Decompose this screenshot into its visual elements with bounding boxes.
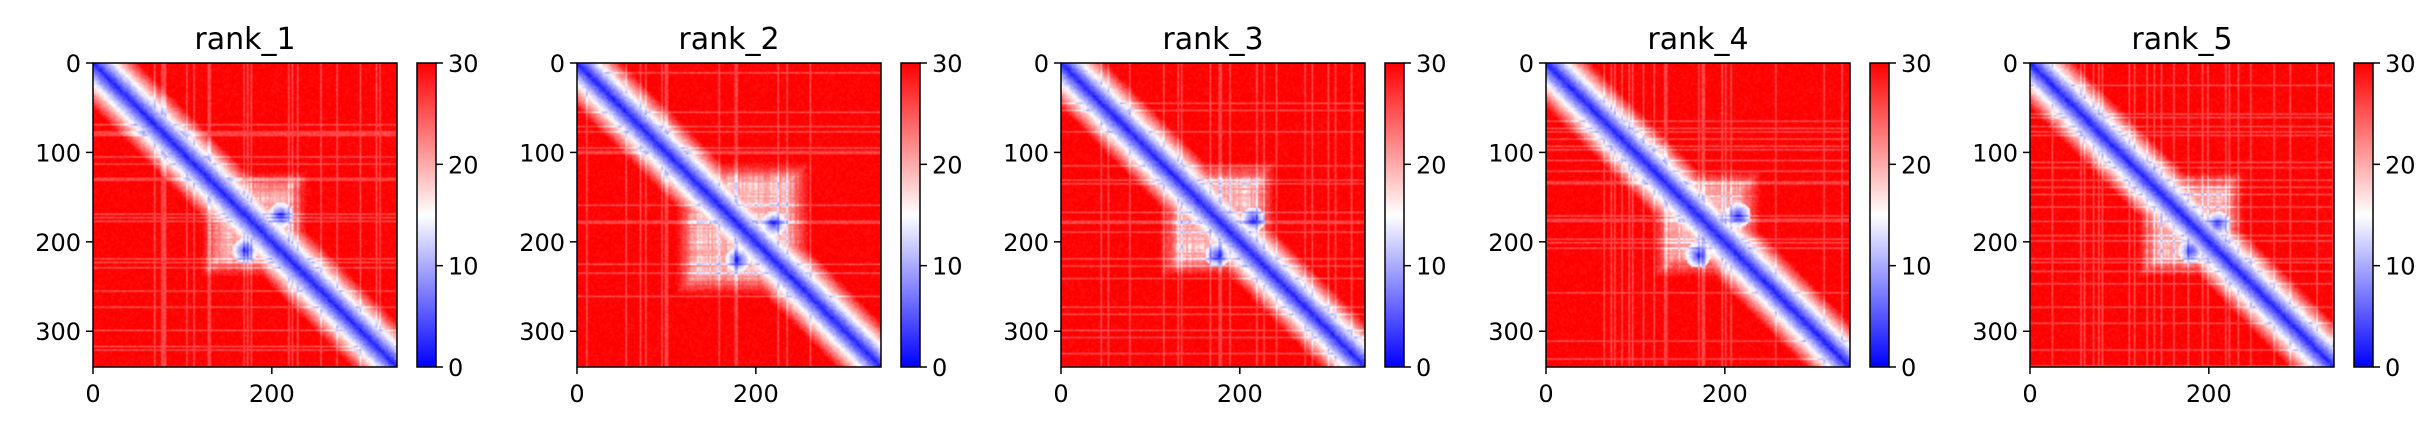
axes-frame <box>2029 62 2335 368</box>
colorbar <box>416 62 437 368</box>
colorbar-tick-label: 30 <box>2385 50 2416 78</box>
colorbar-tick-label: 0 <box>932 354 947 382</box>
colorbar-tick-label: 20 <box>932 151 963 179</box>
panel-title: rank_4 <box>1647 22 1748 57</box>
x-tick-label: 0 <box>2022 380 2037 408</box>
colorbar-tick-label: 10 <box>1901 253 1932 281</box>
heatmap-panel-4: rank_4 0 100 200 300 0 200 0 10 20 30 <box>1488 22 1931 408</box>
y-tick-label: 200 <box>35 229 81 257</box>
y-tick-label: 300 <box>1972 318 2018 346</box>
colorbar-tick-label: 0 <box>2385 354 2400 382</box>
y-tick-label: 0 <box>1519 50 1534 78</box>
colorbar <box>1384 62 1405 368</box>
axes-frame <box>1060 62 1366 368</box>
colorbar-tick-label: 0 <box>1416 354 1431 382</box>
y-tick-label: 300 <box>1003 318 1049 346</box>
heatmap-panel-1: rank_1 0 100 200 300 0 200 0 10 20 30 <box>35 22 478 408</box>
y-tick-label: 0 <box>2003 50 2018 78</box>
y-tick-label: 100 <box>1003 139 1049 167</box>
colorbar <box>900 62 921 368</box>
colorbar <box>2353 62 2374 368</box>
x-tick-label: 0 <box>569 380 584 408</box>
heatmap-panel-2: rank_2 0 100 200 300 0 200 0 10 20 30 <box>519 22 962 408</box>
colorbar-tick-label: 30 <box>1901 50 1932 78</box>
colorbar-tick-label: 30 <box>932 50 963 78</box>
heatmap-image <box>2030 63 2334 367</box>
colorbar-tick-label: 10 <box>932 253 963 281</box>
heatmap-panel-3: rank_3 0 100 200 300 0 200 0 10 20 30 <box>1003 22 1446 408</box>
colorbar-tick-label: 30 <box>448 50 479 78</box>
y-tick-label: 300 <box>35 318 81 346</box>
x-tick-label: 0 <box>1053 380 1068 408</box>
y-tick-label: 100 <box>519 139 565 167</box>
x-tick-label: 0 <box>85 380 100 408</box>
y-tick-label: 0 <box>1034 50 1049 78</box>
heatmap-image <box>577 63 881 367</box>
colorbar-tick-label: 20 <box>1901 151 1932 179</box>
y-tick-label: 300 <box>1488 318 1534 346</box>
colorbar-tick-label: 10 <box>448 253 479 281</box>
x-tick-label: 200 <box>1217 380 1263 408</box>
heatmap-panel-5: rank_5 0 100 200 300 0 200 0 10 20 30 <box>1972 22 2415 408</box>
heatmap-image <box>1546 63 1850 367</box>
colorbar-tick-label: 20 <box>2385 151 2416 179</box>
y-tick-label: 100 <box>1972 139 2018 167</box>
colorbar <box>1869 62 1890 368</box>
panel-title: rank_5 <box>2131 22 2232 57</box>
colorbar-tick-label: 10 <box>1416 253 1447 281</box>
axes-frame <box>576 62 882 368</box>
x-tick-label: 200 <box>2186 380 2232 408</box>
colorbar-tick-label: 0 <box>448 354 463 382</box>
axes-frame <box>92 62 398 368</box>
x-tick-label: 0 <box>1538 380 1553 408</box>
x-tick-label: 200 <box>733 380 779 408</box>
axes-frame <box>1545 62 1851 368</box>
y-tick-label: 100 <box>35 139 81 167</box>
y-tick-label: 300 <box>519 318 565 346</box>
colorbar-tick-label: 10 <box>2385 253 2416 281</box>
y-tick-label: 200 <box>1972 229 2018 257</box>
colorbar-tick-label: 20 <box>448 151 479 179</box>
heatmap-image <box>93 63 397 367</box>
panel-title: rank_1 <box>194 22 295 57</box>
y-tick-label: 200 <box>519 229 565 257</box>
y-tick-label: 0 <box>66 50 81 78</box>
colorbar-tick-label: 0 <box>1901 354 1916 382</box>
heatmap-image <box>1061 63 1365 367</box>
y-tick-label: 200 <box>1488 229 1534 257</box>
y-tick-label: 200 <box>1003 229 1049 257</box>
x-tick-label: 200 <box>249 380 295 408</box>
colorbar-tick-label: 20 <box>1416 151 1447 179</box>
panel-title: rank_2 <box>678 22 779 57</box>
y-tick-label: 100 <box>1488 139 1534 167</box>
panel-title: rank_3 <box>1162 22 1263 57</box>
colorbar-tick-label: 30 <box>1416 50 1447 78</box>
x-tick-label: 200 <box>1702 380 1748 408</box>
y-tick-label: 0 <box>550 50 565 78</box>
